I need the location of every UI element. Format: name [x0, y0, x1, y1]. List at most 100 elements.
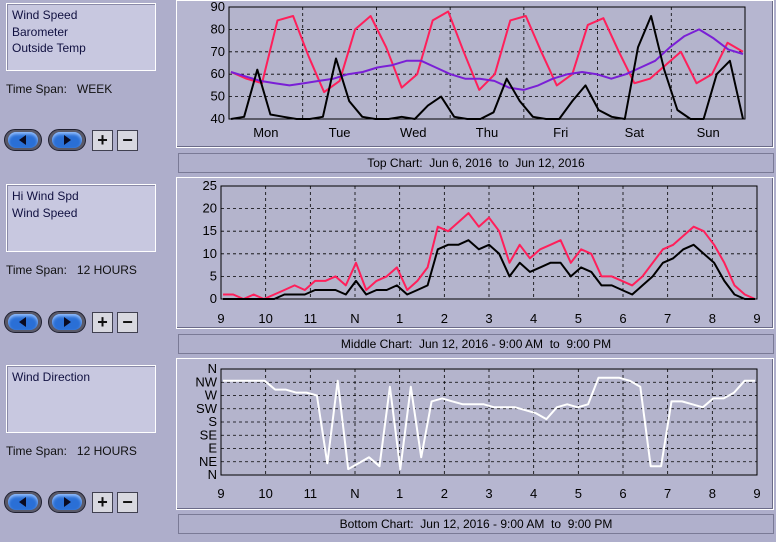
x-tick-label: 1	[396, 486, 403, 501]
top-chart-frame: 40 50 60 70 80 90 Mon Tue Wed Thu Fri Sat Sun	[176, 0, 774, 148]
caption-text: Middle Chart: Jun 12, 2016 - 9:00 AM to …	[340, 337, 612, 351]
y-tick-label: SW	[196, 401, 218, 416]
top-legend: Wind Speed Barometer Outside Temp	[6, 3, 156, 71]
x-tick-label: 9	[217, 311, 224, 326]
x-tick-label: Wed	[400, 125, 427, 140]
middle-chart-frame: 0 5 10 15 20 25 9 10 11 N 1 2 3 4 5 6 7 8 9	[176, 177, 774, 329]
middle-zoom-in-button[interactable]: +	[92, 311, 113, 333]
top-caption: Top Chart: Jun 6, 2016 to Jun 12, 2016	[178, 153, 774, 173]
x-tick-label: 2	[441, 486, 448, 501]
top-zoom-out-button[interactable]: −	[117, 129, 138, 151]
x-tick-label: 7	[664, 486, 671, 501]
series-wind-direction	[223, 376, 755, 471]
y-tick-label: 50	[211, 89, 225, 104]
legend-item: Wind Direction	[12, 370, 91, 384]
right-arrow-icon	[64, 135, 71, 145]
middle-caption: Middle Chart: Jun 12, 2016 - 9:00 AM to …	[178, 334, 774, 354]
top-chart: 40 50 60 70 80 90 Mon Tue Wed Thu Fri Sat Sun	[211, 0, 746, 140]
y-tick-label: 0	[210, 291, 217, 306]
left-arrow-icon	[19, 135, 26, 145]
bottom-chart-frame: N NW W SW S SE E NE N 9 10 11 N 1 2 3 4 5 6 7 8 9	[176, 358, 774, 510]
x-tick-label: N	[350, 486, 359, 501]
timespan-label: Time Span:	[6, 82, 67, 96]
top-zoom-in-button[interactable]: +	[92, 129, 113, 151]
timespan-value: WEEK	[76, 82, 113, 96]
middle-zoom-out-button[interactable]: −	[117, 311, 138, 333]
x-tick-label: 9	[753, 486, 760, 501]
y-tick-label: 60	[211, 66, 225, 81]
bottom-caption: Bottom Chart: Jun 12, 2016 - 9:00 AM to …	[178, 514, 774, 534]
x-tick-label: N	[350, 311, 359, 326]
top-controls: + −	[4, 129, 142, 151]
x-tick-label: 8	[709, 311, 716, 326]
bottom-legend: Wind Direction	[6, 365, 156, 433]
x-tick-label: 5	[575, 486, 582, 501]
x-tick-label: 8	[709, 486, 716, 501]
y-tick-label: SE	[200, 427, 218, 442]
y-tick-label: W	[205, 388, 218, 403]
y-tick-label: 80	[211, 21, 225, 36]
y-tick-label: N	[208, 467, 217, 482]
x-tick-label: Mon	[253, 125, 278, 140]
x-tick-label: 3	[485, 311, 492, 326]
y-tick-label: 5	[210, 268, 217, 283]
timespan-value: 12 HOURS	[76, 444, 137, 458]
series-outside-temp	[230, 10, 744, 94]
y-tick-label: 90	[211, 1, 225, 14]
x-tick-label: Thu	[476, 125, 498, 140]
x-tick-label: 1	[396, 311, 403, 326]
x-tick-label: 2	[441, 311, 448, 326]
left-arrow-icon	[19, 317, 26, 327]
middle-prev-button[interactable]	[4, 311, 42, 333]
x-tick-label: Fri	[553, 125, 568, 140]
x-tick-label: 5	[575, 311, 582, 326]
plot-area	[228, 6, 746, 120]
right-arrow-icon	[64, 317, 71, 327]
x-tick-label: 10	[258, 486, 272, 501]
legend-item: Wind Speed	[12, 205, 78, 220]
bottom-prev-button[interactable]	[4, 491, 42, 513]
x-tick-label: 4	[530, 486, 537, 501]
x-tick-label: Sun	[697, 125, 720, 140]
x-tick-label: 7	[664, 311, 671, 326]
bottom-zoom-in-button[interactable]: +	[92, 491, 113, 513]
y-tick-label: NW	[195, 374, 217, 389]
caption-text: Bottom Chart: Jun 12, 2016 - 9:00 AM to …	[339, 517, 613, 531]
bottom-controls: + −	[4, 491, 142, 513]
bottom-panel: Wind Direction Time Span: 12 HOURS + −	[0, 362, 776, 542]
y-tick-label: 40	[211, 111, 225, 126]
x-tick-label: 4	[530, 311, 537, 326]
middle-legend: Hi Wind Spd Wind Speed	[6, 184, 156, 252]
series-hi-wind-spd	[223, 212, 756, 300]
top-next-button[interactable]	[48, 129, 86, 151]
right-arrow-icon	[64, 497, 71, 507]
middle-panel: Hi Wind Spd Wind Speed Time Span: 12 HOUR…	[0, 181, 776, 361]
x-tick-label: 3	[485, 486, 492, 501]
x-tick-label: 11	[304, 311, 318, 326]
legend-item: Wind Speed	[12, 8, 78, 22]
y-tick-label: 70	[211, 44, 225, 59]
series-barometer	[230, 28, 744, 91]
x-tick-label: 6	[619, 486, 626, 501]
legend-item: Hi Wind Spd	[12, 189, 79, 203]
caption-text: Top Chart: Jun 6, 2016 to Jun 12, 2016	[367, 156, 585, 170]
x-tick-label: Sat	[625, 125, 645, 140]
timespan-label: Time Span:	[6, 444, 67, 458]
y-tick-label: 15	[203, 223, 217, 238]
y-tick-label: 25	[203, 178, 217, 193]
middle-chart: 0 5 10 15 20 25 9 10 11 N 1 2 3 4 5 6 7 8 9	[203, 178, 761, 326]
y-tick-label: N	[208, 361, 217, 376]
bottom-zoom-out-button[interactable]: −	[117, 491, 138, 513]
bottom-next-button[interactable]	[48, 491, 86, 513]
x-tick-label: Tue	[329, 125, 351, 140]
middle-next-button[interactable]	[48, 311, 86, 333]
top-panel: Wind Speed Barometer Outside Temp Time S…	[0, 0, 776, 180]
x-tick-label: 9	[753, 311, 760, 326]
y-tick-label: 20	[203, 201, 217, 216]
series-wind-speed	[223, 239, 755, 300]
y-tick-label: NE	[199, 454, 217, 469]
top-timespan: Time Span: WEEK	[6, 82, 112, 96]
top-prev-button[interactable]	[4, 129, 42, 151]
middle-controls: + −	[4, 311, 142, 333]
